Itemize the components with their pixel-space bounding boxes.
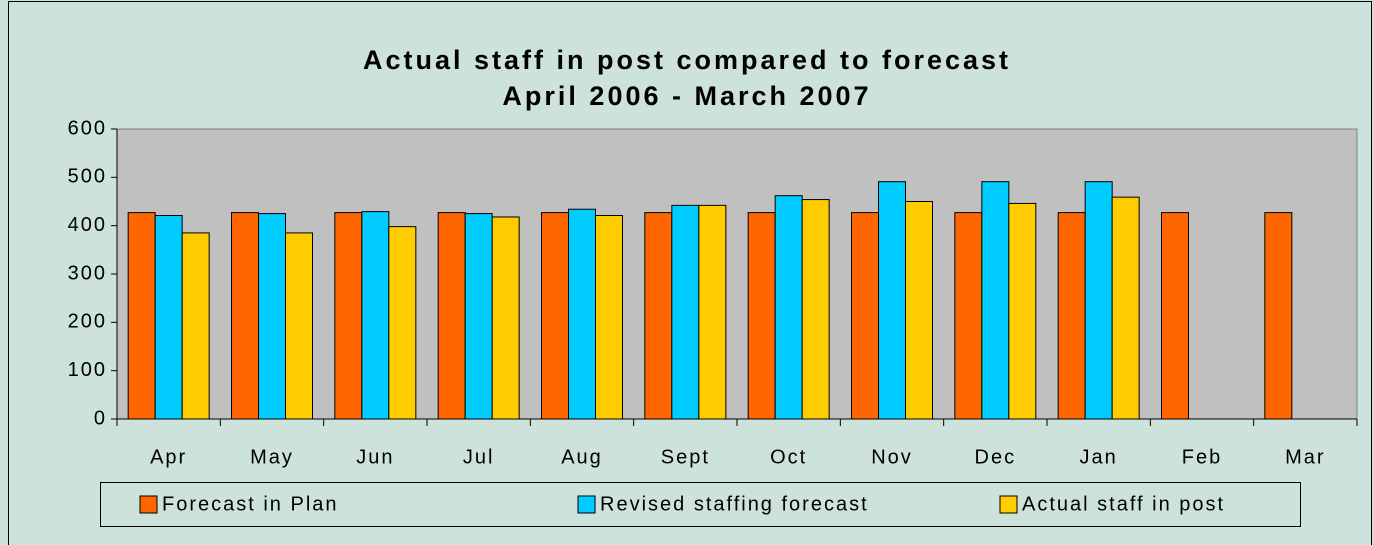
- bar: [568, 208, 596, 420]
- legend-swatch: [139, 495, 158, 514]
- x-tick-label: Apr: [150, 446, 187, 468]
- bar: [644, 212, 673, 420]
- legend: [100, 482, 1301, 527]
- x-tick-label: Dec: [975, 446, 1017, 468]
- frame: [8, 1, 1372, 545]
- bar: [491, 216, 520, 420]
- x-tick-label: Jan: [1080, 446, 1118, 468]
- y-tick-label: 300: [68, 262, 107, 284]
- bar: [1008, 202, 1037, 420]
- legend-swatch: [577, 495, 596, 514]
- bar: [334, 212, 363, 420]
- bar: [774, 195, 803, 420]
- bar: [671, 204, 700, 420]
- bar: [698, 204, 727, 420]
- bar: [1111, 196, 1140, 420]
- bar: [437, 212, 466, 420]
- x-tick-label: Nov: [871, 446, 913, 468]
- bar: [541, 212, 569, 420]
- chart-title: Actual staff in post compared to forecas…: [363, 45, 1011, 75]
- bar: [127, 212, 156, 420]
- bar: [747, 212, 776, 420]
- bar: [954, 212, 983, 420]
- bar: [905, 201, 933, 420]
- y-tick-label: 400: [68, 214, 107, 236]
- bar: [981, 181, 1010, 420]
- bar: [285, 232, 313, 420]
- y-tick-label: 0: [94, 407, 107, 429]
- bar: [361, 211, 390, 420]
- bar: [154, 215, 183, 420]
- bar: [851, 212, 879, 420]
- y-tick-label: 100: [68, 359, 107, 381]
- bar: [801, 199, 830, 420]
- y-tick-label: 500: [68, 166, 107, 188]
- bar: [231, 212, 259, 420]
- bar: [1084, 181, 1113, 420]
- bar: [595, 215, 623, 420]
- bar: [388, 226, 417, 420]
- bar: [258, 213, 286, 420]
- chart-subtitle: April 2006 - March 2007: [502, 81, 871, 111]
- legend-swatch: [999, 495, 1018, 514]
- bar: [464, 213, 493, 420]
- y-tick-label: 200: [68, 311, 107, 333]
- x-tick-label: Feb: [1182, 446, 1222, 468]
- x-tick-label: Aug: [561, 446, 603, 468]
- x-tick-label: Sept: [661, 446, 710, 468]
- x-tick-label: Oct: [770, 446, 807, 468]
- x-tick-label: Mar: [1285, 446, 1325, 468]
- bar: [181, 232, 210, 420]
- bar: [1264, 212, 1293, 420]
- x-tick-label: May: [250, 446, 294, 468]
- bar: [1057, 212, 1086, 420]
- legend-label: Actual staff in post: [1022, 493, 1225, 515]
- legend-label: Revised staffing forecast: [600, 493, 869, 515]
- x-tick-label: Jul: [463, 446, 495, 468]
- x-tick-label: Jun: [356, 446, 394, 468]
- y-tick-label: 600: [68, 117, 107, 139]
- legend-label: Forecast in Plan: [162, 493, 339, 515]
- bar: [878, 181, 906, 420]
- bar: [1161, 212, 1189, 420]
- plot-area: [116, 128, 1358, 420]
